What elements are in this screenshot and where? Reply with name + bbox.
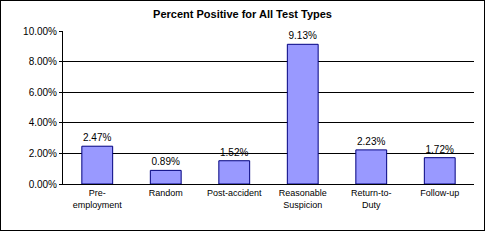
- svg-text:9.13%: 9.13%: [289, 30, 317, 41]
- svg-text:Return-to-Duty: Return-to-Duty: [351, 188, 392, 210]
- svg-text:2.23%: 2.23%: [357, 136, 385, 147]
- svg-text:8.00%: 8.00%: [29, 56, 57, 67]
- svg-text:2.00%: 2.00%: [29, 148, 57, 159]
- svg-text:1.72%: 1.72%: [426, 144, 454, 155]
- svg-text:0.00%: 0.00%: [29, 179, 57, 190]
- svg-text:0.89%: 0.89%: [152, 156, 180, 167]
- svg-text:6.00%: 6.00%: [29, 87, 57, 98]
- svg-text:Pre-employment: Pre-employment: [73, 188, 123, 210]
- svg-text:Post-accident: Post-accident: [207, 188, 262, 198]
- svg-text:ReasonableSuspicion: ReasonableSuspicion: [279, 188, 327, 210]
- svg-text:10.00%: 10.00%: [23, 26, 57, 37]
- svg-text:Percent Positive for All Test: Percent Positive for All Test Types: [153, 8, 332, 20]
- svg-text:Random: Random: [149, 188, 183, 198]
- svg-text:2.47%: 2.47%: [83, 132, 111, 143]
- svg-text:1.52%: 1.52%: [220, 147, 248, 158]
- svg-text:Follow-up: Follow-up: [420, 188, 459, 198]
- svg-text:4.00%: 4.00%: [29, 117, 57, 128]
